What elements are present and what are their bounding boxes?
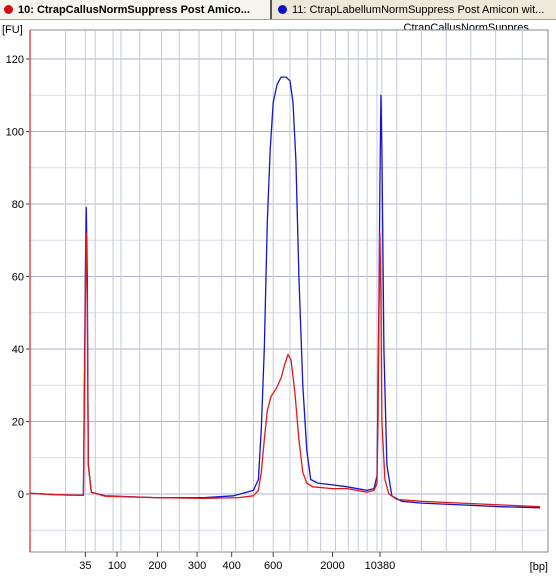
x-tick-label: 300: [188, 560, 206, 572]
y-tick-label: 60: [12, 272, 24, 284]
sample-tab-bar: 10: CtrapCallusNormSuppress Post Amico..…: [0, 0, 556, 20]
x-tick-label: 600: [264, 560, 282, 572]
series-line-sample-10: [29, 232, 541, 508]
x-tick-label: 100: [108, 560, 126, 572]
y-tick-label: 120: [6, 54, 24, 66]
sample-11-color-dot: [278, 5, 287, 14]
x-tick-label: 400: [222, 560, 240, 572]
y-tick-label: 80: [12, 199, 24, 211]
x-tick-label: 2000: [320, 560, 344, 572]
tab-sample-10[interactable]: 10: CtrapCallusNormSuppress Post Amico..…: [0, 0, 272, 19]
x-axis-label: [bp]: [530, 561, 548, 573]
sample-10-color-dot: [4, 5, 13, 14]
tab-sample-10-label: 10: CtrapCallusNormSuppress Post Amico..…: [18, 3, 250, 16]
y-tick-label: 40: [12, 344, 24, 356]
x-tick-label: 35: [79, 560, 91, 572]
tab-sample-11-label: 11: CtrapLabellumNormSuppress Post Amico…: [292, 3, 545, 16]
x-tick-label: 10380: [365, 560, 396, 572]
y-tick-label: 20: [12, 417, 24, 429]
y-tick-label: 0: [18, 489, 24, 501]
x-tick-label: 200: [148, 560, 166, 572]
tab-sample-11[interactable]: 11: CtrapLabellumNormSuppress Post Amico…: [272, 0, 556, 19]
plot-frame: [29, 29, 549, 553]
y-axis-label: [FU]: [2, 24, 23, 36]
y-tick-label: 100: [6, 127, 24, 139]
